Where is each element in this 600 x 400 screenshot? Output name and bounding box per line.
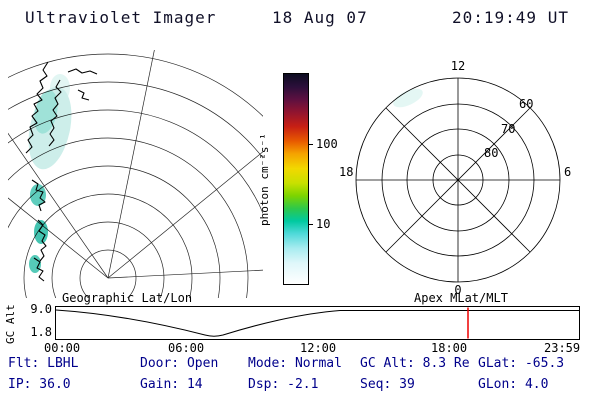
strip-ymin-label: 1.8 bbox=[30, 325, 52, 339]
mlat-ring-label-80: 80 bbox=[484, 146, 498, 160]
app-title: Ultraviolet Imager bbox=[25, 8, 217, 27]
date-label: 18 Aug 07 bbox=[272, 8, 368, 27]
status-seq: Seq: 39 bbox=[360, 377, 415, 392]
mlt-label-18: 18 bbox=[339, 165, 353, 179]
status-gc-alt: GC Alt: 8.3 Re bbox=[360, 356, 470, 371]
strip-ymax-label: 9.0 bbox=[30, 302, 52, 316]
polar-faint-emission bbox=[393, 88, 423, 108]
geo-map-panel bbox=[8, 50, 263, 298]
latlon-grid bbox=[8, 50, 263, 298]
status-glon: GLon: 4.0 bbox=[478, 377, 549, 392]
gc-alt-strip-chart bbox=[55, 306, 580, 340]
x-tick-0000: 00:00 bbox=[44, 341, 81, 355]
time-label: 20:19:49 UT bbox=[452, 8, 569, 27]
status-gain: Gain: 14 bbox=[140, 377, 203, 392]
x-tick-2359: 23:59 bbox=[544, 341, 581, 355]
mlt-label-0: 0 bbox=[454, 283, 461, 296]
aurora-emission bbox=[28, 74, 72, 273]
x-tick-1800: 18:00 bbox=[431, 341, 468, 355]
colorbar-tick-10: 10 bbox=[316, 217, 331, 231]
gc-alt-curve bbox=[55, 309, 579, 337]
mlt-label-6: 6 bbox=[564, 165, 571, 179]
colorbar-tick-mark-100 bbox=[308, 144, 313, 145]
strip-left-title: Geographic Lat/Lon bbox=[62, 291, 193, 305]
colorbar bbox=[283, 73, 309, 285]
mlat-mlt-polar-panel: 12 0 18 6 60 70 80 bbox=[339, 59, 571, 296]
colorbar-tick-mark-10 bbox=[308, 224, 313, 225]
mlat-ring-label-60: 60 bbox=[519, 97, 533, 111]
x-tick-1200: 12:00 bbox=[300, 341, 337, 355]
status-door: Door: Open bbox=[140, 356, 219, 371]
polar-grid bbox=[355, 77, 561, 283]
strip-chart-frame bbox=[55, 306, 580, 340]
strip-y-axis-title: GC Alt bbox=[4, 304, 17, 344]
status-ip: IP: 36.0 bbox=[8, 377, 71, 392]
status-glat: GLat: -65.3 bbox=[478, 356, 565, 371]
mlat-ring-label-70: 70 bbox=[501, 122, 515, 136]
x-tick-0600: 06:00 bbox=[168, 341, 205, 355]
colorbar-tick-100: 100 bbox=[316, 137, 338, 151]
coastlines bbox=[25, 61, 98, 282]
colorbar-label: photon cm⁻²s⁻¹ bbox=[258, 133, 271, 226]
status-mode: Mode: Normal bbox=[248, 356, 342, 371]
status-flt: Flt: LBHL bbox=[8, 356, 79, 371]
strip-right-title: Apex MLat/MLT bbox=[414, 291, 508, 305]
status-dsp: Dsp: -2.1 bbox=[248, 377, 319, 392]
mlt-label-12: 12 bbox=[451, 59, 465, 73]
